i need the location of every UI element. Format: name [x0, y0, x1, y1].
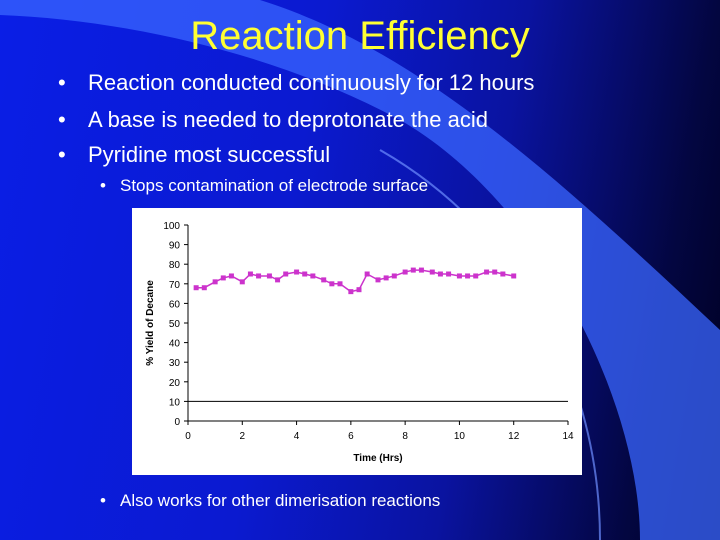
y-tick-label: 90: [169, 241, 181, 252]
data-point: [383, 275, 389, 281]
bullet-dot: •: [100, 176, 106, 195]
y-tick-label: 30: [169, 358, 181, 369]
data-point: [473, 273, 479, 279]
data-point: [256, 273, 262, 279]
y-tick-label: 80: [169, 260, 181, 271]
bullet-text: A base is needed to deprotonate the acid: [88, 107, 488, 132]
data-point: [337, 281, 343, 287]
data-point: [429, 269, 435, 275]
data-point: [275, 277, 281, 283]
data-point: [302, 271, 308, 277]
data-point: [456, 273, 462, 279]
data-point: [228, 273, 234, 279]
bullet-item: • Reaction conducted continuously for 12 …: [58, 70, 534, 96]
data-point: [446, 271, 452, 277]
data-point: [418, 267, 424, 273]
x-tick-label: 12: [508, 431, 520, 442]
y-tick-label: 100: [163, 221, 180, 232]
y-axis-label: % Yield of Decane: [145, 280, 156, 366]
sub-bullet-text: Also works for other dimerisation reacti…: [120, 491, 441, 510]
data-point: [492, 269, 498, 275]
x-tick-label: 14: [562, 431, 574, 442]
data-point: [220, 275, 226, 281]
data-point: [212, 279, 218, 285]
bullet-dot: •: [100, 491, 106, 510]
data-point: [201, 285, 207, 291]
slide-title: Reaction Efficiency: [190, 14, 530, 58]
data-point: [356, 287, 362, 293]
sub-bullet-item: • Also works for other dimerisation react…: [100, 491, 440, 511]
x-tick-label: 0: [185, 431, 191, 442]
y-tick-label: 10: [169, 397, 181, 408]
bullet-item: • Pyridine most successful: [58, 142, 330, 168]
data-point: [348, 289, 354, 295]
x-tick-label: 10: [454, 431, 466, 442]
bullet-text: Reaction conducted continuously for 12 h…: [88, 70, 535, 95]
bullet-dot: •: [58, 107, 66, 132]
data-point: [329, 281, 335, 287]
data-point: [437, 271, 443, 277]
data-point: [266, 273, 272, 279]
data-point: [364, 271, 370, 277]
data-point: [391, 273, 397, 279]
yield-chart: 0 10 20 30 40 50 60 70 80 90 100 0 2 4 6 8 10 12 14 Time (H…: [145, 221, 574, 464]
y-tick-label: 70: [169, 280, 181, 291]
data-point: [465, 273, 471, 279]
data-point: [500, 271, 506, 277]
x-axis-label: Time (Hrs): [353, 453, 402, 464]
data-point: [511, 273, 517, 279]
x-tick-label: 2: [240, 431, 246, 442]
chart-container: 0 10 20 30 40 50 60 70 80 90 100 0 2 4 6 8 10 12 14 Time (H…: [132, 208, 582, 475]
y-tick-label: 20: [169, 378, 181, 389]
y-tick-label: 50: [169, 319, 181, 330]
data-point: [310, 273, 316, 279]
bullet-text: Pyridine most successful: [88, 142, 331, 167]
bullet-dot: •: [58, 70, 66, 95]
data-point: [193, 285, 199, 291]
data-point: [402, 269, 408, 275]
data-point: [294, 269, 300, 275]
y-tick-label: 40: [169, 339, 181, 350]
x-tick-label: 8: [402, 431, 408, 442]
y-tick-label: 0: [174, 417, 180, 428]
x-tick-label: 4: [294, 431, 300, 442]
sub-bullet-item: • Stops contamination of electrode surfac…: [100, 176, 428, 196]
y-tick-label: 60: [169, 299, 181, 310]
data-point: [484, 269, 490, 275]
sub-bullet-text: Stops contamination of electrode surface: [120, 176, 429, 195]
x-tick-label: 6: [348, 431, 354, 442]
data-point: [375, 277, 381, 283]
data-point: [283, 271, 289, 277]
bullet-dot: •: [58, 142, 66, 167]
data-point: [247, 271, 253, 277]
bullet-item: • A base is needed to deprotonate the aci…: [58, 107, 488, 133]
data-point: [239, 279, 245, 285]
data-point: [410, 267, 416, 273]
data-point: [321, 277, 327, 283]
